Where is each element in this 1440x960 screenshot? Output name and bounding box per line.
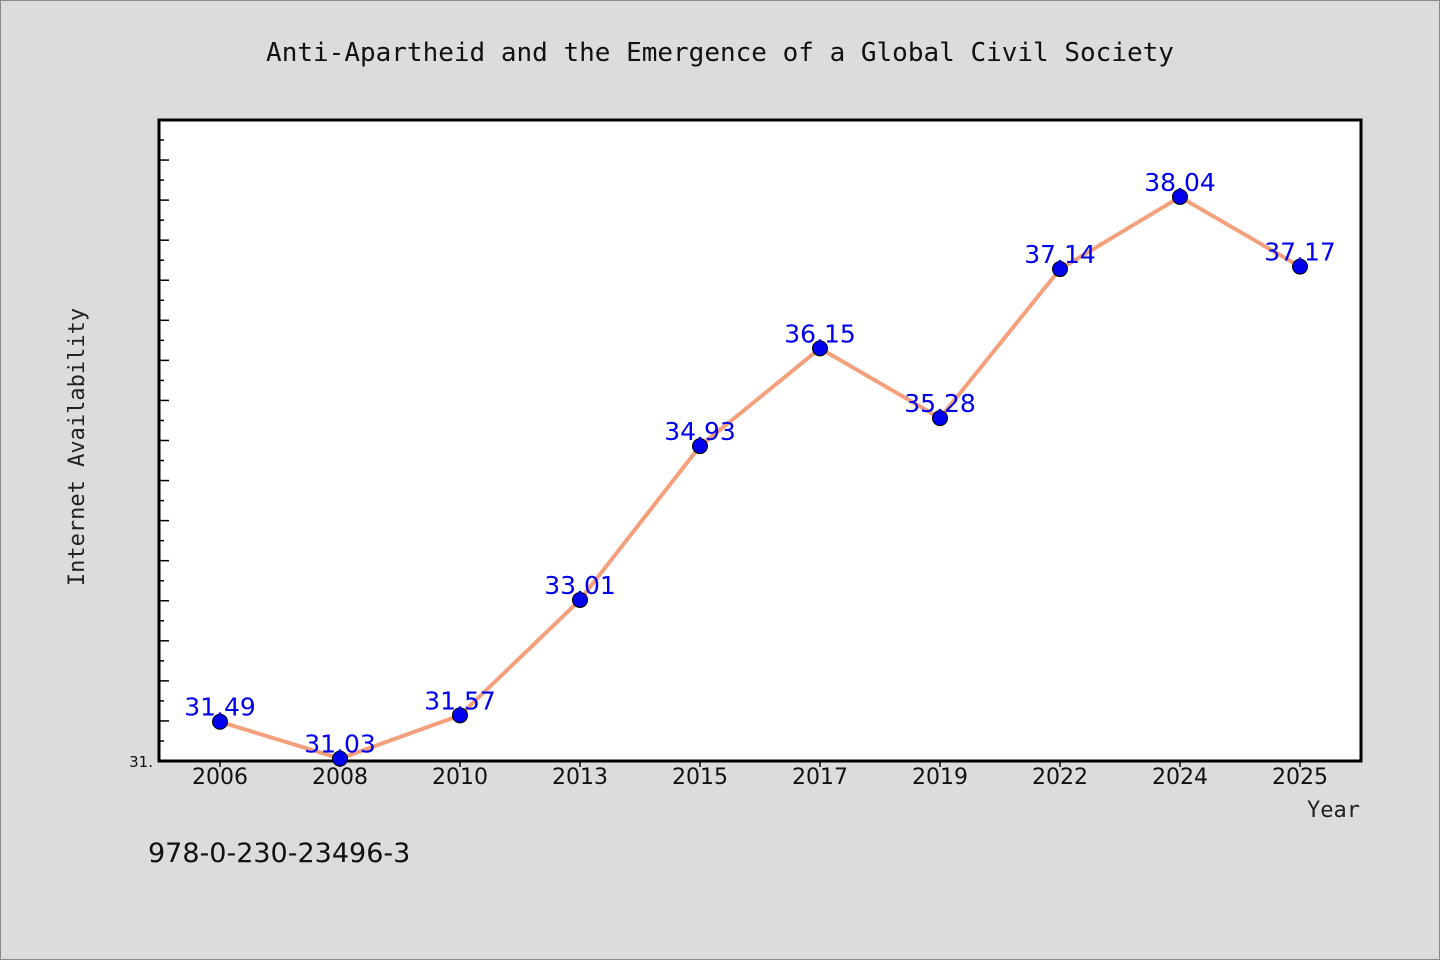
x-tick-label: 2006 xyxy=(192,765,248,790)
x-tick-label: 2022 xyxy=(1032,765,1088,790)
data-label: 31.57 xyxy=(424,686,496,715)
data-label: 33.01 xyxy=(544,571,616,600)
data-point xyxy=(812,340,828,357)
x-axis-label: Year xyxy=(1307,798,1360,823)
data-point xyxy=(1052,261,1068,278)
data-label: 34.93 xyxy=(664,417,736,446)
x-axis-ticks: 2006 2008 2010 2013 2015 2017 2019 2022 2024 2025 xyxy=(192,761,1328,790)
plot-area xyxy=(157,118,1363,763)
data-point xyxy=(212,713,228,730)
x-tick-label: 2010 xyxy=(432,765,488,790)
data-point xyxy=(692,438,708,455)
data-point xyxy=(452,707,468,724)
isbn-text: 978-0-230-23496-3 xyxy=(148,838,410,869)
data-label: 37.17 xyxy=(1264,238,1336,267)
y-tick-label: 31. xyxy=(129,753,153,771)
data-point xyxy=(572,591,588,608)
chart-title: Anti-Apartheid and the Emergence of a Gl… xyxy=(266,38,1174,68)
y-axis-label: Internet Availability xyxy=(65,308,90,586)
series-markers xyxy=(212,188,1308,767)
data-label: 37.14 xyxy=(1024,240,1096,269)
data-point xyxy=(932,410,948,427)
x-tick-label: 2025 xyxy=(1272,765,1328,790)
data-point xyxy=(332,750,348,767)
x-tick-label: 2015 xyxy=(672,765,728,790)
data-point xyxy=(1292,258,1308,275)
y-axis-ticks xyxy=(159,119,169,762)
data-label: 31.49 xyxy=(184,693,256,722)
x-tick-label: 2019 xyxy=(912,765,968,790)
series-line xyxy=(219,194,1302,761)
x-tick-label: 2024 xyxy=(1152,765,1208,790)
data-point xyxy=(1172,188,1188,205)
data-label: 35.28 xyxy=(904,389,976,418)
x-tick-label: 2008 xyxy=(312,765,368,790)
data-labels: 31.49 31.03 31.57 33.01 34.93 36.15 35.28 37.14… xyxy=(184,168,1336,759)
x-tick-label: 2017 xyxy=(792,765,848,790)
x-tick-label: 2013 xyxy=(552,765,608,790)
data-label: 36.15 xyxy=(784,319,856,348)
data-label: 31.03 xyxy=(304,730,376,759)
data-label: 38.04 xyxy=(1144,168,1216,197)
